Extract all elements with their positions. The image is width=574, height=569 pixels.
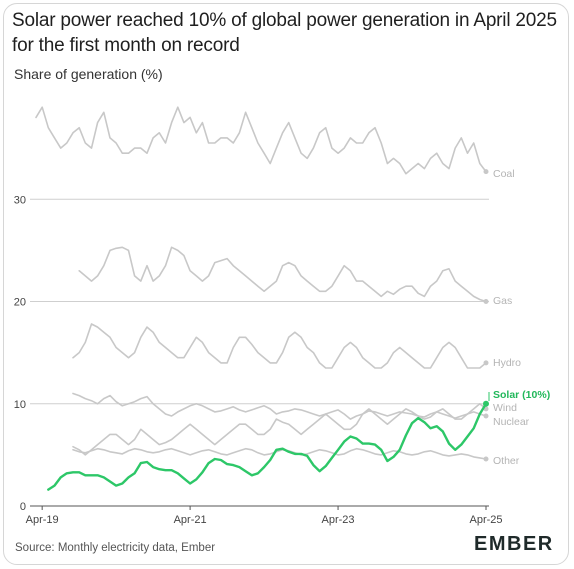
series-label-solar: Solar (10%) (493, 389, 550, 401)
chart-card (3, 3, 569, 565)
ember-logo: EMBER (474, 533, 554, 555)
x-tick-labels: Apr-19 Apr-21 Apr-23 Apr-25 (26, 506, 503, 526)
y-axis-label: Share of generation (%) (14, 66, 163, 82)
series-endpoint-gas (483, 299, 489, 304)
series-line-wind (72, 402, 487, 456)
x-tick-Apr-25: Apr-25 (469, 514, 502, 526)
series-line-hydro (72, 323, 487, 369)
source-note: Source: Monthly electricity data, Ember (15, 542, 216, 554)
series-endpoint-nuclear (483, 413, 489, 419)
chart-title: Solar power reached 10% of global power … (12, 10, 557, 56)
y-tick-20: 20 (14, 297, 26, 309)
y-tick-labels: 0 10 20 30 (14, 194, 26, 513)
gridlines (30, 198, 489, 507)
series-endpoint-solar (483, 400, 489, 407)
series-line-other (72, 447, 487, 460)
series-label-hydro: Hydro (493, 357, 521, 369)
x-tick-Apr-21: Apr-21 (174, 514, 207, 526)
series-labels: Coal Gas Hydro Wind Nuclear Other Solar (10%) (488, 168, 550, 467)
series-label-nuclear: Nuclear (493, 416, 530, 428)
series-label-coal: Coal (493, 168, 515, 180)
y-tick-0: 0 (20, 501, 26, 513)
series-line-solar (47, 402, 488, 491)
series-lines (35, 106, 489, 491)
x-tick-Apr-19: Apr-19 (26, 514, 59, 526)
series-label-other: Other (493, 455, 520, 467)
series-line-gas (78, 246, 487, 303)
series-line-coal (35, 106, 487, 175)
x-tick-Apr-23: Apr-23 (322, 514, 355, 526)
series-line-nuclear (72, 392, 487, 420)
y-tick-30: 30 (14, 194, 26, 206)
series-label-wind: Wind (493, 402, 517, 414)
series-endpoint-other (483, 456, 489, 462)
series-label-gas: Gas (493, 295, 512, 307)
series-endpoint-hydro (483, 360, 489, 366)
series-endpoint-coal (483, 169, 489, 175)
y-tick-10: 10 (14, 399, 26, 411)
